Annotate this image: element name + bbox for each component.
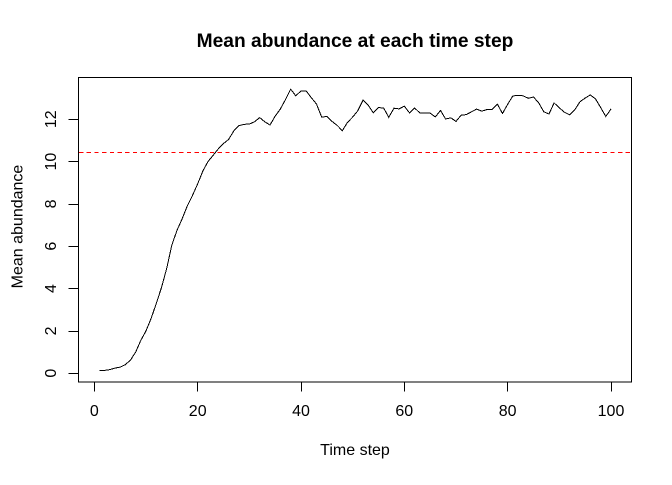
svg-text:40: 40 bbox=[292, 403, 310, 420]
svg-text:2: 2 bbox=[43, 326, 60, 335]
svg-text:10: 10 bbox=[43, 153, 60, 171]
svg-text:6: 6 bbox=[43, 242, 60, 251]
svg-text:80: 80 bbox=[499, 403, 517, 420]
svg-text:Mean abundance at each time st: Mean abundance at each time step bbox=[197, 31, 514, 52]
svg-text:60: 60 bbox=[395, 403, 413, 420]
svg-text:Time step: Time step bbox=[320, 442, 390, 459]
svg-text:0: 0 bbox=[43, 369, 60, 378]
svg-text:4: 4 bbox=[43, 284, 60, 293]
svg-text:12: 12 bbox=[43, 110, 60, 128]
svg-text:100: 100 bbox=[598, 403, 625, 420]
svg-text:0: 0 bbox=[90, 403, 99, 420]
svg-text:Mean abundance: Mean abundance bbox=[10, 165, 27, 289]
svg-text:8: 8 bbox=[43, 199, 60, 208]
svg-text:20: 20 bbox=[189, 403, 207, 420]
